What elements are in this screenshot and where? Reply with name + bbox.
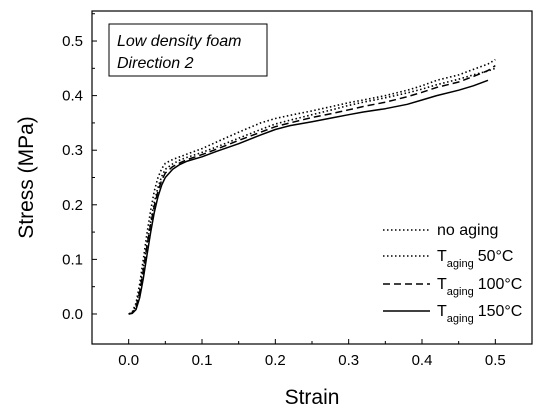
legend-label-1: Taging 50°C — [437, 248, 513, 270]
series-line-3 — [128, 79, 489, 315]
legend-label-3: Taging 150°C — [437, 303, 522, 325]
legend-label-2: Taging 100°C — [437, 276, 522, 298]
x-tick-label: 0.0 — [118, 352, 139, 369]
y-tick-label: 0.4 — [62, 88, 83, 105]
x-tick-label: 0.1 — [192, 352, 213, 369]
x-tick-label: 0.2 — [265, 352, 286, 369]
x-tick-label: 0.5 — [485, 352, 506, 369]
series-line-1 — [128, 58, 496, 315]
y-tick-label: 0.3 — [62, 142, 83, 159]
y-tick-label: 0.5 — [62, 33, 83, 50]
x-tick-label: 0.4 — [412, 352, 433, 369]
y-tick-label: 0.1 — [62, 251, 83, 268]
y-tick-label: 0.2 — [62, 197, 83, 214]
x-tick-label: 0.3 — [338, 352, 359, 369]
annotation-line: Low density foam — [117, 33, 242, 50]
y-axis-title: Stress (MPa) — [15, 116, 38, 239]
annotation-box — [108, 23, 268, 77]
legend-label-0: no aging — [437, 222, 498, 239]
annotation-line: Direction 2 — [117, 55, 194, 72]
y-tick-label: 0.0 — [62, 306, 83, 323]
x-axis-title: Strain — [285, 386, 340, 409]
series-line-0 — [128, 67, 496, 315]
